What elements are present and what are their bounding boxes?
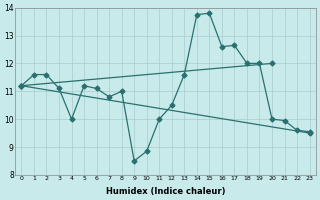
X-axis label: Humidex (Indice chaleur): Humidex (Indice chaleur): [106, 187, 225, 196]
